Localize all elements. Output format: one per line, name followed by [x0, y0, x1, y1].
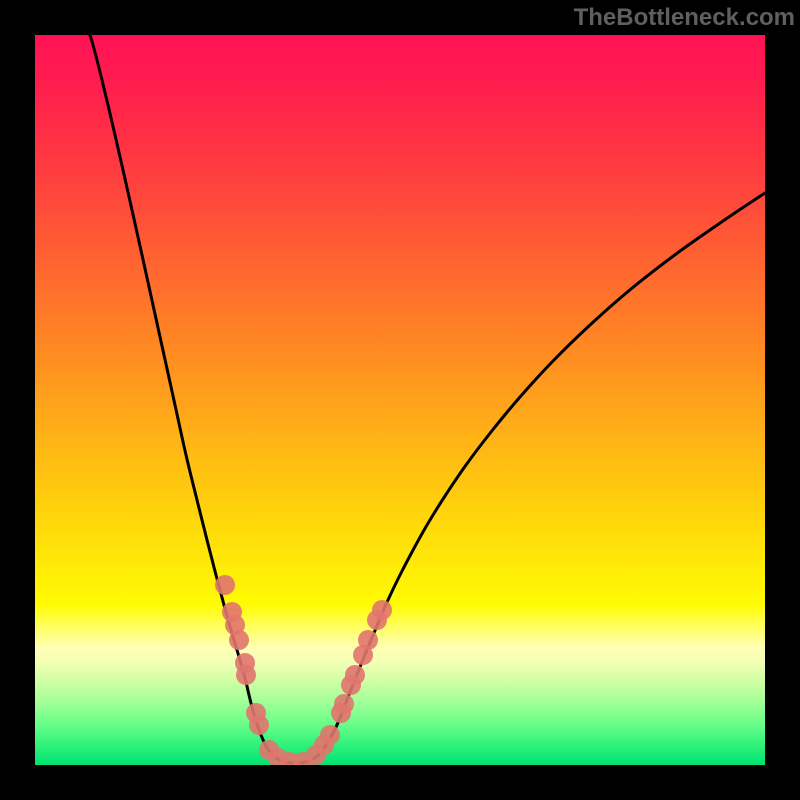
data-marker	[229, 630, 249, 650]
data-marker	[320, 725, 340, 745]
chart-area	[35, 35, 765, 765]
bottleneck-curve	[35, 35, 765, 765]
data-marker	[215, 575, 235, 595]
data-marker	[345, 665, 365, 685]
data-marker	[372, 600, 392, 620]
data-marker	[334, 694, 354, 714]
v-curve-path	[90, 35, 765, 763]
data-marker	[249, 715, 269, 735]
watermark-text: TheBottleneck.com	[574, 4, 795, 32]
data-marker	[236, 665, 256, 685]
data-marker	[358, 630, 378, 650]
